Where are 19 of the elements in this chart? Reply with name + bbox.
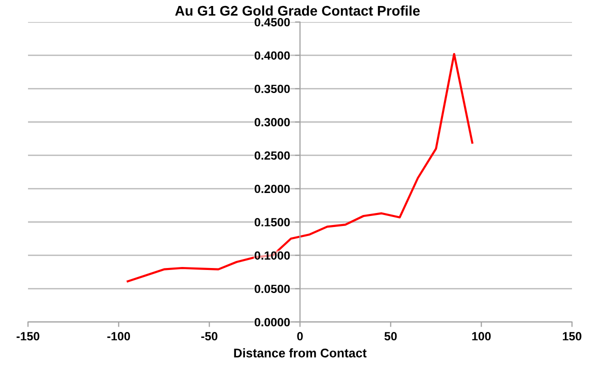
y-tick-label: 0.3500 (254, 84, 290, 94)
line-series (126, 52, 474, 282)
y-tick-label: 0.2000 (254, 184, 290, 194)
x-tick-label: 0 (297, 332, 303, 340)
chart-title: Au G1 G2 Gold Grade Contact Profile (175, 6, 420, 16)
x-axis-title: Distance from Contact (234, 348, 367, 358)
y-tick-label: 0.1500 (254, 218, 290, 226)
x-tick-label: -150 (16, 332, 40, 340)
x-tick-label: 150 (562, 332, 582, 340)
y-tick-label: 0.2500 (254, 151, 290, 160)
x-tick-label: -100 (107, 332, 130, 340)
y-tick-label: 0.4000 (254, 51, 290, 60)
x-tick-label: 50 (384, 332, 397, 340)
x-tick-label: 100 (472, 332, 491, 340)
y-tick-label: 0.4500 (254, 18, 290, 26)
y-tick-label: 0.0500 (254, 284, 290, 294)
y-tick-label: 0.0000 (254, 318, 290, 326)
y-tick-label: 0.3000 (254, 118, 290, 126)
x-tick-label: -50 (201, 332, 218, 340)
